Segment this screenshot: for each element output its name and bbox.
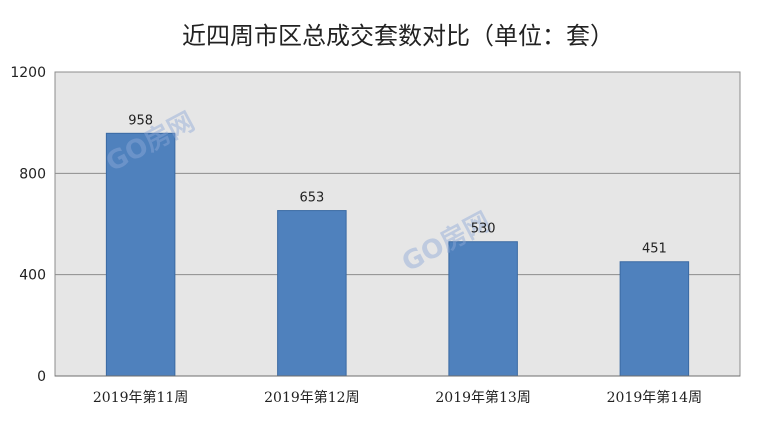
- x-axis-ticks: 2019年第11周 2019年第12周 2019年第13周 2019年第14周: [93, 389, 702, 406]
- x-tick-label: 2019年第14周: [607, 389, 702, 406]
- y-tick-label: 1200: [10, 65, 46, 81]
- y-tick-label: 400: [19, 268, 46, 284]
- bar: [448, 241, 518, 377]
- data-label: 958: [128, 113, 153, 128]
- data-labels: 958 653 530 451: [128, 113, 667, 256]
- data-label: 451: [642, 242, 667, 257]
- data-label: 653: [299, 191, 324, 206]
- x-tick-label: 2019年第12周: [264, 389, 359, 406]
- y-axis-ticks: 0 400 800 1200: [10, 65, 46, 385]
- chart-title: 近四周市区总成交套数对比（单位：套）: [182, 22, 614, 50]
- data-label: 530: [471, 222, 496, 237]
- bar: [105, 132, 176, 377]
- x-tick-label: 2019年第13周: [435, 389, 530, 406]
- y-tick-label: 800: [19, 166, 46, 182]
- bar: [277, 210, 347, 377]
- y-tick-label: 0: [37, 369, 46, 385]
- x-tick-label: 2019年第11周: [93, 389, 188, 406]
- bar: [619, 261, 690, 377]
- bars: [105, 132, 690, 377]
